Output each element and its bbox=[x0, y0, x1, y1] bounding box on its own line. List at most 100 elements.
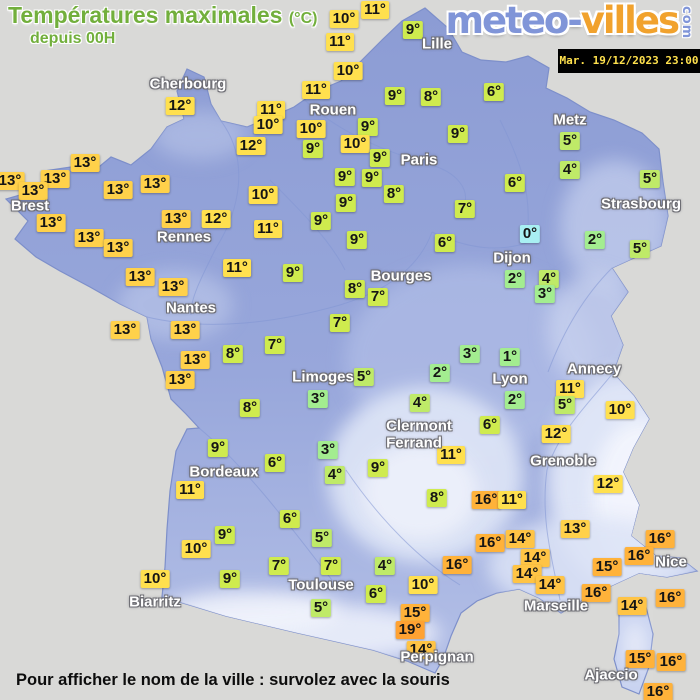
temp-label[interactable]: 12° bbox=[236, 137, 266, 155]
temp-label[interactable]: 16° bbox=[442, 556, 472, 574]
temp-label[interactable]: 13° bbox=[36, 214, 66, 232]
temp-label[interactable]: 14° bbox=[406, 641, 436, 659]
temp-label[interactable]: 13° bbox=[18, 182, 48, 200]
temp-label[interactable]: 3° bbox=[317, 441, 339, 459]
temp-label[interactable]: 11° bbox=[223, 259, 251, 277]
temp-label[interactable]: 6° bbox=[479, 416, 501, 434]
temp-label[interactable]: 7° bbox=[268, 557, 290, 575]
temp-label[interactable]: 0° bbox=[519, 225, 541, 243]
temp-label[interactable]: 11° bbox=[361, 1, 389, 19]
temp-label[interactable]: 13° bbox=[161, 210, 191, 228]
temp-label[interactable]: 16° bbox=[624, 547, 654, 565]
temp-label[interactable]: 7° bbox=[367, 288, 389, 306]
temp-label[interactable]: 4° bbox=[409, 394, 431, 412]
temp-label[interactable]: 11° bbox=[498, 491, 526, 509]
temp-label[interactable]: 10° bbox=[408, 576, 438, 594]
temp-label[interactable]: 5° bbox=[310, 599, 332, 617]
temp-label[interactable]: 16° bbox=[655, 589, 685, 607]
temp-label[interactable]: 11° bbox=[437, 446, 465, 464]
temp-label[interactable]: 9° bbox=[207, 439, 229, 457]
temp-label[interactable]: 2° bbox=[504, 391, 526, 409]
temp-label[interactable]: 10° bbox=[329, 10, 359, 28]
temp-label[interactable]: 8° bbox=[239, 399, 261, 417]
temp-label[interactable]: 5° bbox=[639, 170, 661, 188]
temp-label[interactable]: 11° bbox=[302, 81, 330, 99]
temp-label[interactable]: 9° bbox=[214, 526, 236, 544]
temp-label[interactable]: 13° bbox=[103, 181, 133, 199]
temp-label[interactable]: 11° bbox=[254, 220, 282, 238]
temp-label[interactable]: 8° bbox=[222, 345, 244, 363]
temp-label[interactable]: 16° bbox=[475, 534, 505, 552]
temp-label[interactable]: 10° bbox=[253, 116, 283, 134]
temp-label[interactable]: 9° bbox=[357, 118, 379, 136]
temp-label[interactable]: 5° bbox=[559, 132, 581, 150]
temp-label[interactable]: 9° bbox=[282, 264, 304, 282]
temp-label[interactable]: 9° bbox=[219, 570, 241, 588]
temp-label[interactable]: 9° bbox=[384, 87, 406, 105]
temp-label[interactable]: 5° bbox=[311, 529, 333, 547]
temp-label[interactable]: 10° bbox=[140, 570, 170, 588]
temp-label[interactable]: 14° bbox=[512, 565, 542, 583]
temp-label[interactable]: 10° bbox=[248, 186, 278, 204]
temp-label[interactable]: 16° bbox=[471, 491, 501, 509]
temp-label[interactable]: 16° bbox=[645, 530, 675, 548]
temp-label[interactable]: 6° bbox=[279, 510, 301, 528]
temp-label[interactable]: 12° bbox=[165, 97, 195, 115]
temp-label[interactable]: 10° bbox=[181, 540, 211, 558]
temp-label[interactable]: 10° bbox=[296, 120, 326, 138]
temp-label[interactable]: 15° bbox=[592, 558, 622, 576]
temp-label[interactable]: 9° bbox=[402, 21, 424, 39]
temp-label[interactable]: 1° bbox=[499, 348, 521, 366]
temp-label[interactable]: 6° bbox=[365, 585, 387, 603]
temp-label[interactable]: 8° bbox=[426, 489, 448, 507]
temp-label[interactable]: 4° bbox=[559, 161, 581, 179]
temp-label[interactable]: 2° bbox=[504, 270, 526, 288]
temp-label[interactable]: 7° bbox=[320, 557, 342, 575]
temp-label[interactable]: 16° bbox=[656, 653, 686, 671]
temp-label[interactable]: 6° bbox=[483, 83, 505, 101]
temp-label[interactable]: 11° bbox=[326, 33, 354, 51]
temp-label[interactable]: 13° bbox=[0, 172, 25, 190]
temp-label[interactable]: 13° bbox=[158, 278, 188, 296]
temp-label[interactable]: 13° bbox=[74, 229, 104, 247]
temp-label[interactable]: 13° bbox=[140, 175, 170, 193]
temp-label[interactable]: 7° bbox=[264, 336, 286, 354]
temp-label[interactable]: 16° bbox=[643, 683, 673, 700]
temp-label[interactable]: 13° bbox=[103, 239, 133, 257]
temp-label[interactable]: 13° bbox=[170, 321, 200, 339]
temp-label[interactable]: 9° bbox=[335, 194, 357, 212]
temp-label[interactable]: 5° bbox=[554, 396, 576, 414]
temp-label[interactable]: 9° bbox=[302, 140, 324, 158]
temp-label[interactable]: 2° bbox=[429, 364, 451, 382]
temp-label[interactable]: 10° bbox=[333, 62, 363, 80]
temp-label[interactable]: 7° bbox=[329, 314, 351, 332]
temp-label[interactable]: 13° bbox=[110, 321, 140, 339]
temp-label[interactable]: 7° bbox=[454, 200, 476, 218]
temp-label[interactable]: 6° bbox=[434, 234, 456, 252]
temp-label[interactable]: 13° bbox=[125, 268, 155, 286]
temp-label[interactable]: 13° bbox=[180, 351, 210, 369]
temp-label[interactable]: 11° bbox=[176, 481, 204, 499]
temp-label[interactable]: 12° bbox=[541, 425, 571, 443]
temp-label[interactable]: 9° bbox=[369, 149, 391, 167]
temp-label[interactable]: 10° bbox=[605, 401, 635, 419]
temp-label[interactable]: 9° bbox=[367, 459, 389, 477]
temp-label[interactable]: 14° bbox=[535, 576, 565, 594]
temp-label[interactable]: 8° bbox=[420, 88, 442, 106]
temp-label[interactable]: 3° bbox=[534, 285, 556, 303]
temp-label[interactable]: 13° bbox=[560, 520, 590, 538]
temp-label[interactable]: 6° bbox=[504, 174, 526, 192]
temp-label[interactable]: 14° bbox=[617, 597, 647, 615]
temp-label[interactable]: 3° bbox=[307, 390, 329, 408]
temp-label[interactable]: 4° bbox=[538, 270, 560, 288]
temp-label[interactable]: 5° bbox=[629, 240, 651, 258]
temp-label[interactable]: 10° bbox=[340, 135, 370, 153]
temp-label[interactable]: 13° bbox=[70, 154, 100, 172]
temp-label[interactable]: 9° bbox=[334, 168, 356, 186]
temp-label[interactable]: 9° bbox=[447, 125, 469, 143]
temp-label[interactable]: 2° bbox=[584, 231, 606, 249]
temp-label[interactable]: 14° bbox=[505, 530, 535, 548]
temp-label[interactable]: 8° bbox=[344, 280, 366, 298]
temp-label[interactable]: 3° bbox=[459, 345, 481, 363]
temp-label[interactable]: 8° bbox=[383, 185, 405, 203]
